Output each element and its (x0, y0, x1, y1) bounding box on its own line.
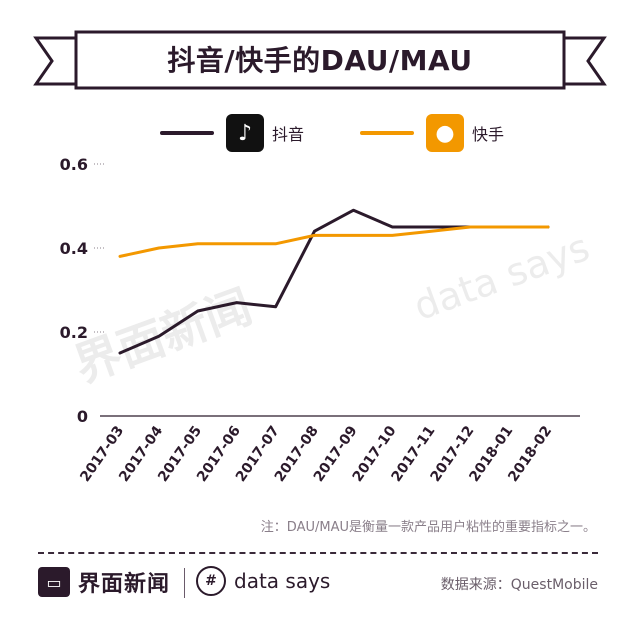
chart-note: 注：DAU/MAU是衡量一款产品用户粘性的重要指标之一。 (260, 520, 596, 535)
footer: ▭ 界面新闻 # data says 数据来源：QuestMobile (38, 562, 598, 606)
data-says-logo-icon: # (196, 566, 226, 596)
data-source: 数据来源：QuestMobile (440, 577, 598, 593)
series-line-kuaishou (118, 225, 550, 258)
tiktok-icon: ♪ (226, 114, 264, 152)
y-tick-label: 0.6 (60, 155, 88, 174)
y-tick-label: 0.2 (60, 323, 88, 342)
brand-name: 界面新闻 (78, 572, 171, 597)
legend-item-kuaishou: ● 快手 (360, 113, 504, 153)
y-tick-label: 0.4 (60, 239, 88, 258)
legend-label-douyin: 抖音 (272, 125, 305, 144)
brand: ▭ 界面新闻 (38, 566, 170, 598)
footer-divider (38, 552, 598, 554)
line-chart: 00.20.40.62017-032017-042017-052017-0620… (60, 155, 580, 485)
series-line-douyin (118, 208, 550, 355)
legend-line-kuaishou (360, 131, 414, 135)
data-says-name: data says (234, 569, 331, 593)
legend-label-kuaishou: 快手 (472, 125, 505, 144)
y-tick-label: 0 (77, 407, 88, 426)
title-banner (33, 30, 607, 90)
jiemian-logo-icon: ▭ (38, 567, 70, 597)
legend-line-douyin (160, 131, 214, 135)
brand-divider (184, 568, 185, 598)
data-says-brand: # data says (196, 566, 330, 596)
legend-item-douyin: ♪ 抖音 (160, 113, 304, 153)
kuaishou-icon: ● (426, 114, 464, 152)
chart-title: 抖音/快手的DAU/MAU (167, 44, 473, 77)
